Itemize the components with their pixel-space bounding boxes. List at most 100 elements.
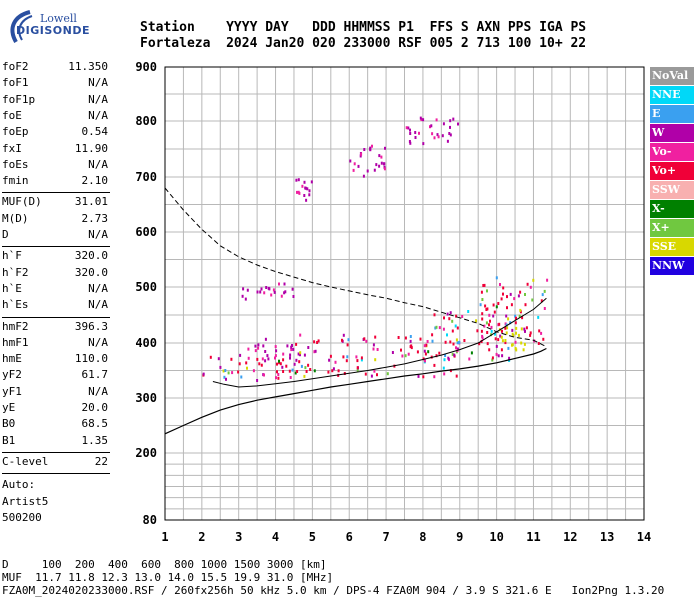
echo-point — [446, 333, 448, 337]
echo-point — [266, 354, 269, 358]
echo-point — [356, 359, 359, 363]
echo-point — [263, 291, 266, 295]
echo-point — [289, 356, 291, 360]
echo-point — [313, 340, 316, 344]
echo-point — [299, 351, 302, 355]
param-value: 320.0 — [74, 265, 108, 279]
param-key: M(D) — [2, 211, 29, 225]
echo-point — [529, 333, 532, 337]
echo-point — [306, 187, 309, 191]
echo-point — [280, 294, 283, 298]
echo-point — [242, 287, 245, 291]
echo-point — [227, 371, 230, 375]
echo-point — [422, 142, 425, 146]
echo-point — [449, 119, 452, 123]
station-header: Station YYYY DAY DDD HHMMSS P1 FFS S AXN… — [140, 20, 586, 52]
echo-point — [433, 313, 436, 317]
echo-point — [531, 298, 534, 302]
echo-point — [356, 368, 359, 372]
echo-point — [370, 374, 373, 378]
param-row-group1-5: fxI 11.90 — [2, 142, 108, 158]
echo-point — [511, 343, 513, 347]
echo-point — [247, 356, 250, 360]
echo-point — [337, 369, 340, 373]
echo-point — [246, 288, 249, 292]
echo-point — [308, 193, 311, 197]
echo-point — [409, 339, 412, 343]
echo-point — [405, 126, 408, 130]
echo-point — [328, 358, 331, 362]
echo-point — [422, 375, 425, 379]
echo-point — [352, 168, 355, 172]
footer-info: D 100 200 400 600 800 1000 1500 3000 [km… — [2, 558, 664, 597]
echo-point — [475, 319, 478, 323]
echo-point — [500, 297, 503, 301]
echo-point — [289, 353, 292, 357]
legend: NoVal NNE E W Vo- Vo+ SSW X- X+ SSE NNW — [650, 67, 696, 276]
echo-point — [267, 357, 270, 361]
echo-point — [267, 286, 270, 290]
y-tick-label: 400 — [135, 336, 157, 350]
echo-point — [470, 351, 473, 355]
echo-point — [283, 291, 286, 295]
echo-point — [490, 325, 493, 329]
echo-point — [434, 326, 437, 330]
echo-point — [294, 371, 297, 375]
echo-point — [256, 290, 259, 294]
echo-point — [262, 344, 265, 348]
param-value: N/A — [88, 108, 108, 122]
logo-swoosh-icon — [10, 10, 33, 43]
param-key: h`E — [2, 281, 22, 295]
echo-point — [424, 359, 426, 363]
echo-point — [424, 352, 427, 356]
echo-point — [436, 133, 439, 137]
echo-point — [446, 139, 449, 143]
param-key: B0 — [2, 417, 16, 431]
echo-point — [316, 341, 319, 344]
echo-point — [452, 117, 455, 121]
echo-point — [349, 159, 352, 163]
param-key: yF2 — [2, 368, 22, 382]
echo-point — [264, 350, 267, 353]
echo-point — [523, 327, 526, 331]
x-tick-label: 9 — [456, 530, 463, 544]
echo-point — [397, 336, 400, 339]
x-tick-label: 4 — [272, 530, 279, 544]
param-value: N/A — [88, 384, 108, 398]
echo-point — [449, 311, 452, 315]
echo-point — [261, 357, 264, 361]
echo-point — [540, 299, 543, 303]
param-key: foEs — [2, 157, 29, 171]
echo-point — [407, 352, 410, 356]
param-value: N/A — [88, 335, 108, 349]
echo-point — [481, 312, 484, 316]
echo-point — [380, 161, 383, 165]
y-tick-label: 900 — [135, 60, 157, 74]
param-value: 31.01 — [74, 195, 108, 209]
echo-point — [449, 133, 452, 137]
echo-point — [488, 313, 491, 317]
echo-point — [274, 345, 277, 349]
echo-point — [486, 289, 488, 293]
auto-line-0: Auto: — [2, 478, 36, 492]
echo-point — [278, 359, 280, 363]
echo-point — [497, 338, 500, 342]
echo-point — [360, 358, 363, 362]
echo-point — [295, 358, 298, 362]
param-value: 61.7 — [81, 368, 109, 382]
echo-point — [500, 335, 503, 339]
echo-point — [505, 323, 508, 327]
echo-point — [442, 366, 445, 370]
legend-item-nne: NNE — [650, 86, 694, 104]
echo-point — [279, 362, 282, 366]
echo-point — [256, 357, 259, 361]
param-value: 2.10 — [81, 174, 109, 188]
echo-point — [238, 362, 241, 366]
echo-point — [478, 342, 481, 346]
echo-point — [499, 334, 502, 338]
echo-point — [282, 358, 285, 362]
param-separator — [2, 473, 110, 475]
echo-point — [524, 293, 526, 296]
echo-point — [510, 303, 513, 307]
